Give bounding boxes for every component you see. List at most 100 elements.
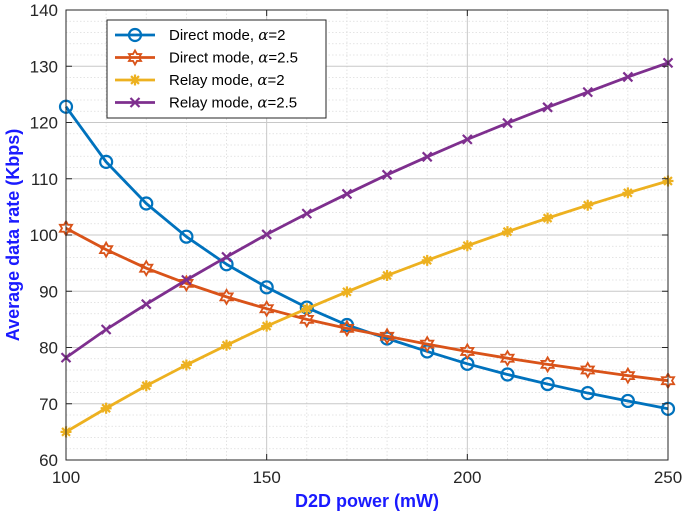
legend-entry: Relay mode, α=2.5 <box>115 94 297 112</box>
data-point <box>502 117 513 129</box>
data-point <box>179 229 194 244</box>
data-point <box>580 385 595 401</box>
legend-label-suffix: =2.5 <box>268 95 298 112</box>
data-point <box>299 310 315 329</box>
legend-label-suffix: =2 <box>268 72 285 89</box>
y-tick-label: 80 <box>39 339 58 358</box>
legend-label-alpha: α <box>257 94 267 112</box>
y-tick-label: 140 <box>30 1 58 20</box>
data-point <box>259 280 274 295</box>
legend-entry: Relay mode, α=2 <box>115 71 285 89</box>
data-point <box>100 402 112 414</box>
data-point <box>622 187 634 199</box>
legend-label-alpha: α <box>258 49 268 67</box>
data-point <box>381 270 393 281</box>
legend-label: Relay mode, α=2.5 <box>169 94 297 112</box>
legend-label-prefix: Relay mode, <box>169 72 257 89</box>
series-3 <box>60 175 674 438</box>
series-line <box>65 179 669 434</box>
x-tick-label: 150 <box>252 468 280 487</box>
data-point <box>379 327 395 346</box>
legend-entry: Direct mode, α=2 <box>115 26 285 44</box>
y-tick-label: 130 <box>30 57 58 76</box>
data-point <box>100 324 112 335</box>
legend-label-prefix: Relay mode, <box>169 95 257 112</box>
legend-marker <box>127 48 143 67</box>
series-line <box>65 227 669 383</box>
data-point <box>301 208 313 219</box>
data-point <box>218 288 235 306</box>
data-point <box>341 286 353 298</box>
data-point <box>381 169 393 181</box>
axes <box>65 9 669 461</box>
data-point <box>421 151 433 163</box>
legend-marker <box>127 27 143 43</box>
data-point <box>582 86 594 98</box>
y-tick-label: 120 <box>30 114 58 133</box>
x-tick-label: 100 <box>52 468 80 487</box>
data-point <box>461 240 473 252</box>
data-point <box>180 359 192 371</box>
data-point <box>140 298 152 310</box>
legend-label-suffix: =2 <box>268 27 285 44</box>
legend-label: Relay mode, α=2 <box>169 71 285 89</box>
data-point <box>499 349 516 368</box>
data-point <box>620 366 636 385</box>
x-tick-label: 250 <box>654 468 682 487</box>
tick-labels: 100 150 200 250 60 70 80 90 100 110 120 130 140 <box>30 1 683 487</box>
legend-marker <box>129 97 141 108</box>
data-point <box>261 229 272 240</box>
data-point <box>539 355 556 374</box>
series-layer <box>58 57 676 438</box>
data-point <box>501 226 513 238</box>
data-point <box>140 380 152 392</box>
data-point <box>542 212 554 224</box>
legend-label-prefix: Direct mode, <box>169 27 258 44</box>
data-point <box>462 134 473 145</box>
series-2 <box>58 219 676 390</box>
y-tick-label: 100 <box>30 226 58 245</box>
data-point <box>259 299 275 318</box>
data-point <box>138 259 154 278</box>
data-point <box>99 154 114 169</box>
legend-label-suffix: =2.5 <box>268 50 298 67</box>
y-tick-label: 60 <box>39 451 58 470</box>
data-point <box>181 274 192 286</box>
y-tick-label: 90 <box>39 282 58 301</box>
legend-label: Direct mode, α=2 <box>169 26 285 44</box>
data-point <box>261 320 273 332</box>
y-tick-label: 70 <box>39 395 58 414</box>
data-point <box>139 196 154 211</box>
legend-marker <box>129 74 141 86</box>
data-point <box>500 367 515 382</box>
data-point <box>622 71 634 83</box>
data-point <box>221 339 233 351</box>
data-point <box>178 274 195 293</box>
data-point <box>221 251 232 263</box>
data-point <box>540 376 555 392</box>
data-point <box>341 188 353 200</box>
legend-entry: Direct mode, α=2.5 <box>115 49 298 67</box>
x-axis-label: D2D power (mW) <box>295 491 439 511</box>
y-tick-label: 110 <box>31 170 58 189</box>
y-axis-label: Average data rate (Kbps) <box>3 129 23 341</box>
data-point <box>582 199 594 211</box>
data-point <box>419 335 435 353</box>
data-point <box>339 319 355 338</box>
data-point <box>301 303 313 315</box>
data-point <box>421 254 433 266</box>
legend-label: Direct mode, α=2.5 <box>169 49 298 67</box>
data-point <box>580 361 596 379</box>
x-tick-label: 200 <box>453 468 481 487</box>
series-line <box>65 61 669 359</box>
data-point <box>620 393 635 409</box>
data-point <box>459 342 475 361</box>
data-point <box>98 240 114 259</box>
legend-label-alpha: α <box>258 26 268 44</box>
legend-label-alpha: α <box>257 71 267 89</box>
legend-label-prefix: Direct mode, <box>169 50 258 67</box>
data-point <box>542 102 553 113</box>
